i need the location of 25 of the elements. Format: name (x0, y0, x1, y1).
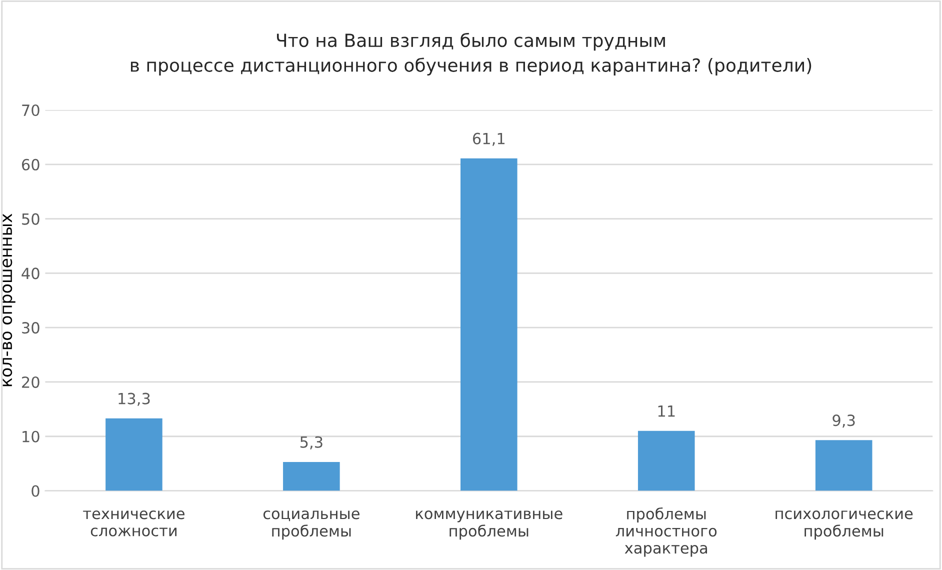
y-tick-label: 50 (22, 213, 40, 225)
data-label: 5,3 (300, 436, 322, 450)
bar (106, 418, 162, 491)
bar (815, 440, 872, 491)
y-axis-title: кол-во опрошенных (2, 214, 16, 386)
x-tick-label: коммуникативные проблемы (416, 510, 562, 540)
data-label: 13,3 (118, 392, 150, 406)
x-tick-label: психологические проблемы (776, 510, 913, 540)
x-tick-label: социальные проблемы (263, 510, 360, 540)
bar (283, 462, 340, 491)
y-tick-label: 70 (22, 104, 40, 116)
x-tick-label: технические сложности (83, 510, 184, 536)
data-label: 9,3 (832, 414, 855, 428)
data-label: 11 (658, 406, 675, 417)
y-tick-label: 30 (22, 322, 40, 334)
y-tick-label: 40 (22, 268, 40, 280)
y-tick-label: 10 (22, 430, 40, 442)
y-tick-label: 60 (22, 158, 40, 170)
y-tick-label: 0 (32, 485, 40, 497)
y-tick-label: 20 (22, 376, 40, 388)
x-tick-label: проблемы личностного характера (616, 507, 717, 557)
bar (638, 430, 695, 491)
chart-title: Что на Ваш взгляд было самым трудным в процессе дистанционного обучения в период карантина? (родители) (130, 32, 812, 76)
data-label: 61,1 (472, 132, 504, 146)
bar (460, 158, 518, 491)
